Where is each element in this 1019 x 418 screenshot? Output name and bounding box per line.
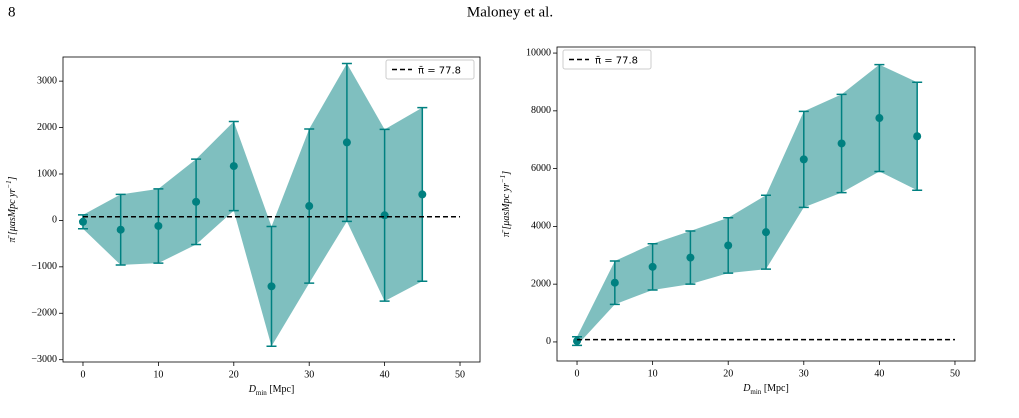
y-tick-label: 2000 xyxy=(37,122,57,133)
label-part: −1 xyxy=(5,180,13,188)
legend-label: π̄ = 77.8 xyxy=(418,66,461,77)
x-tick-label: 30 xyxy=(799,368,809,379)
x-axis-label: Dmin [Mpc] xyxy=(742,383,789,395)
data-point xyxy=(799,155,808,164)
plot-frame xyxy=(62,56,481,363)
data-point xyxy=(192,197,201,206)
data-point xyxy=(610,278,619,287)
label-part: D xyxy=(248,384,257,395)
legend-box xyxy=(385,59,475,80)
data-point xyxy=(573,337,582,346)
y-axis-label: π̄ [μasMpc yr−1] xyxy=(5,176,19,242)
y-tick-label: 0 xyxy=(52,215,57,226)
data-point xyxy=(267,282,276,291)
data-point xyxy=(154,221,163,230)
label-part: min xyxy=(750,388,761,396)
data-point xyxy=(305,202,314,211)
x-tick-label: 20 xyxy=(723,368,733,379)
data-point xyxy=(648,262,657,271)
data-point xyxy=(342,138,351,147)
y-tick-label: −2000 xyxy=(31,308,57,319)
y-axis-label: π̄ [μasMpc yr−1] xyxy=(499,171,513,237)
running-header: Maloney et al. xyxy=(467,4,553,20)
page-number: 8 xyxy=(8,4,16,20)
x-tick-label: 50 xyxy=(455,369,465,380)
x-tick-label: 10 xyxy=(153,369,163,380)
label-part: [Mpc] xyxy=(267,384,295,395)
label-part: π̄ [μasMpc yr xyxy=(501,183,512,237)
label-part: π̄ [μasMpc yr xyxy=(7,189,18,243)
y-tick-label: 3000 xyxy=(37,75,57,86)
x-tick-label: 40 xyxy=(874,368,884,379)
label-part: ] xyxy=(7,176,18,181)
y-tick-label: 2000 xyxy=(531,278,551,289)
data-point xyxy=(724,241,733,250)
legend-label: π̄ = 77.8 xyxy=(595,56,638,67)
label-part: min xyxy=(256,389,267,397)
label-part: −1 xyxy=(499,175,507,183)
x-tick-label: 40 xyxy=(380,369,390,380)
data-point xyxy=(116,225,125,234)
data-point xyxy=(837,139,846,148)
data-point xyxy=(762,228,770,237)
y-tick-label: 6000 xyxy=(531,163,551,174)
data-point xyxy=(686,253,695,262)
error-band xyxy=(577,64,918,346)
data-point xyxy=(875,114,884,123)
y-tick-label: −3000 xyxy=(31,354,57,365)
y-tick-label: 1000 xyxy=(37,168,57,179)
y-tick-label: −1000 xyxy=(31,261,57,272)
x-tick-label: 0 xyxy=(575,368,580,379)
y-tick-label: 0 xyxy=(546,336,551,347)
label-part: [Mpc] xyxy=(761,383,789,394)
x-tick-label: 30 xyxy=(304,369,314,380)
y-tick-label: 8000 xyxy=(531,105,551,116)
error-band xyxy=(82,63,423,347)
y-tick-label: 4000 xyxy=(531,221,551,232)
label-part: ] xyxy=(501,171,512,176)
label-part: D xyxy=(742,383,751,394)
x-tick-label: 50 xyxy=(950,368,960,379)
legend-box xyxy=(562,49,652,70)
data-point xyxy=(380,211,389,220)
x-tick-label: 10 xyxy=(648,368,658,379)
data-point xyxy=(78,217,87,226)
data-point xyxy=(229,162,238,171)
x-axis-label: Dmin [Mpc] xyxy=(248,384,295,396)
x-tick-label: 20 xyxy=(229,369,239,380)
data-point xyxy=(418,190,427,199)
plot-frame xyxy=(556,46,976,362)
x-tick-label: 0 xyxy=(80,369,85,380)
data-point xyxy=(913,132,922,141)
y-tick-label: 10000 xyxy=(526,47,551,58)
